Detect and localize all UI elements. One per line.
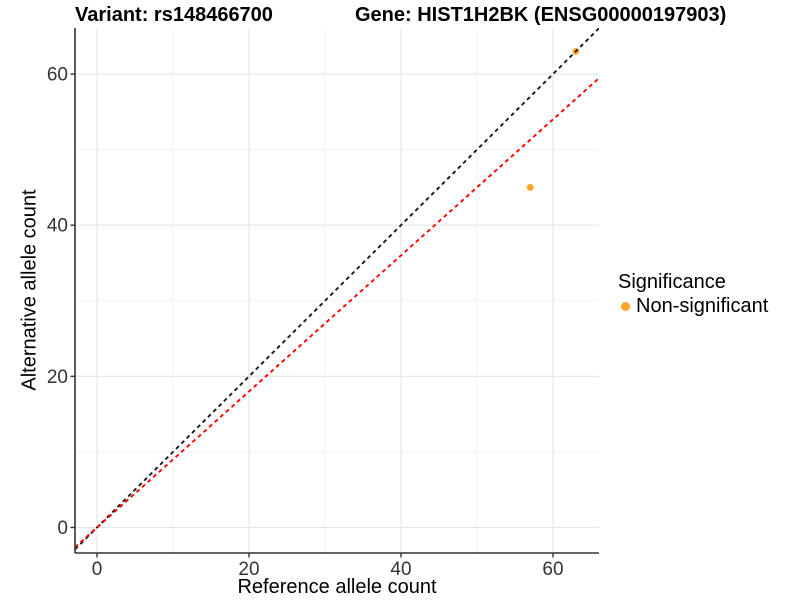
x-tick-label: 0 [92,559,103,580]
x-axis-title: Reference allele count [237,576,437,598]
gene-title: Gene: HIST1H2BK (ENSG00000197903) [355,4,727,26]
legend-point-icon [621,301,630,311]
grid-layer [75,28,599,553]
legend-item-label: Non-significant [636,294,769,317]
y-tick-label: 0 [57,518,68,539]
expected-ratio-line [75,77,599,548]
data-point [526,183,534,191]
identity-line [75,28,599,551]
legend: Significance Non-significant [618,270,768,318]
y-axis-title: Alternative allele count [18,189,41,391]
x-tick-label: 60 [542,559,563,580]
legend-item-non-significant: Non-significant [618,294,768,318]
x-tick-label: 20 [238,559,259,580]
variant-title: Variant: rs148466700 [75,4,273,26]
y-tick-label: 40 [47,216,68,237]
y-tick-label: 60 [47,65,68,86]
x-tick-label: 40 [390,559,411,580]
y-tick-label: 20 [47,367,68,388]
legend-title: Significance [618,271,726,293]
abline-layer [75,28,599,551]
axis-layer: 0 20 40 60 0 20 40 60 [47,28,599,580]
